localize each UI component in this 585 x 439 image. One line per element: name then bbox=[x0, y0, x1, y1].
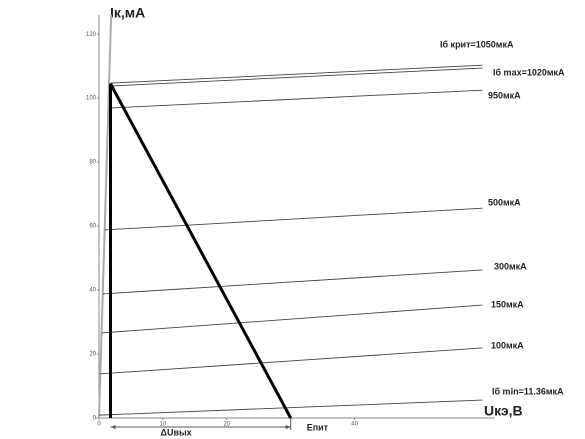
x-tick-label: 10 bbox=[160, 422, 167, 428]
y-tick-label: 60 bbox=[89, 224, 96, 230]
characteristic-line bbox=[109, 89, 483, 109]
characteristic-line bbox=[98, 399, 483, 416]
series-label: Iб крит=1050мкА bbox=[440, 39, 514, 49]
e-label: Eпит bbox=[307, 422, 329, 432]
x-tick-label: 40 bbox=[351, 422, 358, 428]
y-tick-label: 40 bbox=[89, 288, 96, 294]
series-label: 150мкА bbox=[491, 299, 524, 309]
series-label: 300мкА bbox=[494, 261, 527, 271]
y-tick-label: 120 bbox=[86, 32, 97, 38]
y-tick-label: 20 bbox=[89, 352, 96, 358]
delta-u-label: ΔUвых bbox=[161, 427, 192, 437]
characteristic-line bbox=[110, 67, 483, 87]
y-tick-label: 100 bbox=[86, 96, 97, 102]
series-label: 950мкА bbox=[488, 90, 521, 100]
saturation-line bbox=[98, 14, 113, 419]
series-label: 100мкА bbox=[491, 340, 524, 350]
y-axis-label: Iк,мА bbox=[110, 5, 145, 21]
y-tick-label: 80 bbox=[89, 160, 96, 166]
y-tick-label: 0 bbox=[93, 416, 97, 422]
x-tick-label: 0 bbox=[97, 422, 101, 428]
characteristic-line bbox=[102, 269, 483, 295]
characteristic-line bbox=[110, 64, 483, 84]
characteristic-line bbox=[101, 304, 483, 334]
series-label: 500мкА bbox=[488, 197, 521, 207]
load-line bbox=[109, 83, 293, 419]
series-label: Iб min=11.36мкА bbox=[492, 386, 564, 396]
series-label: Iб max=1020мкА bbox=[493, 67, 565, 77]
characteristic-line bbox=[100, 347, 483, 375]
characteristic-line bbox=[104, 207, 483, 231]
x-tick-label: 20 bbox=[223, 422, 230, 428]
x-axis-label: Uкэ,В bbox=[484, 403, 523, 419]
